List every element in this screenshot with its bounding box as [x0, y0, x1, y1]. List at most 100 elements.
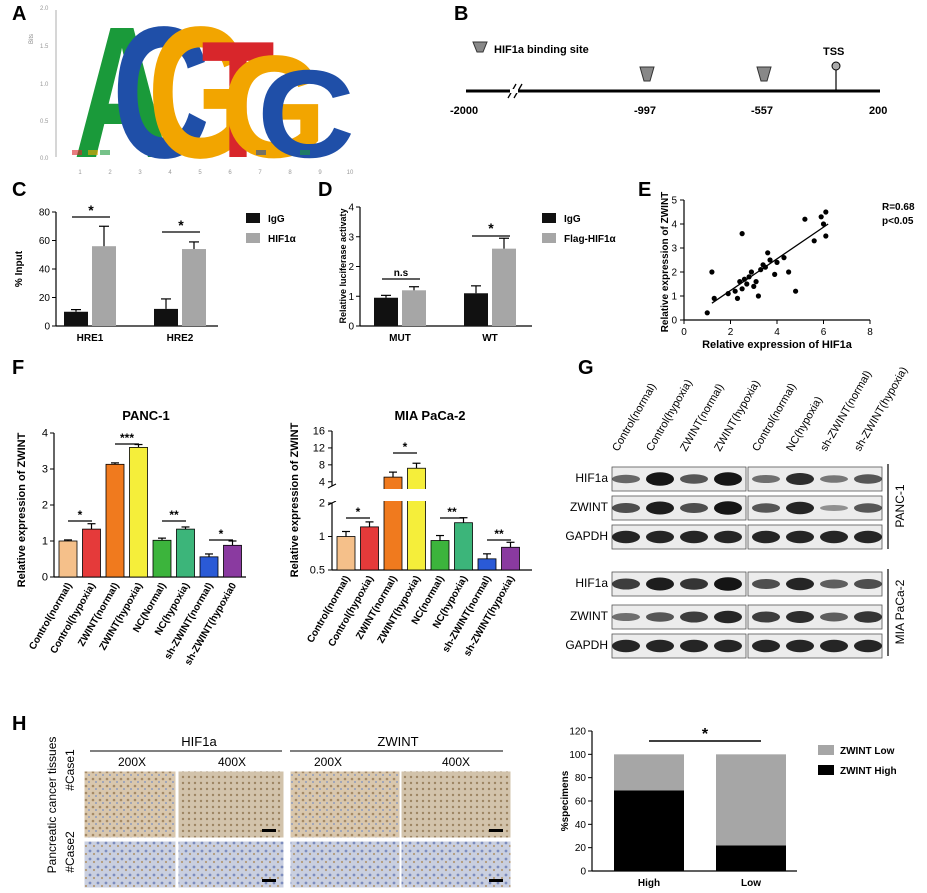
wb-band	[612, 639, 640, 653]
wb-band	[786, 577, 814, 591]
e-point	[744, 281, 750, 287]
wb-band	[680, 530, 708, 544]
e-x-tick-label: 8	[867, 327, 873, 338]
pos-label: 200	[869, 105, 887, 117]
e-y-tick-label: 0	[671, 316, 677, 327]
e-point	[748, 269, 755, 275]
f1-y-tick-label: 2	[42, 500, 48, 512]
ihc-images: HIF1a ZWINT 200X 400X 200X 400X Pancreatic can…	[45, 734, 512, 889]
f2-title: MIA PaCa-2	[394, 408, 465, 423]
wb-band	[680, 611, 708, 623]
h-legend-label: ZWINT High	[840, 766, 897, 777]
h-y-tick-label: 40	[575, 820, 587, 831]
wb-row-label: ZWINT	[570, 609, 609, 623]
ihc-scale-bar	[262, 879, 276, 882]
wb-band	[854, 611, 882, 623]
e-point	[732, 288, 738, 294]
f2-sig-label: **	[494, 527, 504, 541]
d-x-label: MUT	[389, 333, 411, 344]
e-point	[755, 293, 762, 299]
wb-band	[646, 577, 674, 591]
c-y-tick-label: 20	[39, 293, 51, 304]
e-annotation: R=0.68	[882, 202, 915, 213]
panel-label-c: C	[12, 179, 26, 201]
ihc-mag-label: 200X	[118, 755, 146, 769]
wb-band	[820, 530, 848, 544]
e-point	[767, 257, 773, 263]
tss-marker	[831, 61, 841, 71]
wb-band	[680, 503, 708, 513]
promoter-diagram: HIF1a binding site TSS -2000 -997 -557 2…	[450, 41, 887, 117]
c-legend-label: IgG	[268, 214, 285, 225]
e-x-tick-label: 4	[774, 327, 780, 338]
e-x-tick-label: 6	[821, 327, 827, 338]
f1-bar	[223, 544, 242, 578]
e-point	[781, 255, 787, 261]
c-y-tick-label: 0	[44, 322, 50, 333]
motif-xtick: 10	[347, 170, 354, 176]
h-y-tick-label: 120	[569, 727, 586, 738]
motif-minor-mark	[100, 150, 110, 155]
panel-label-a: A	[12, 3, 26, 25]
panel-label-b: B	[454, 3, 468, 25]
wb-band	[680, 578, 708, 590]
chart-e: 0 1 2 3 4 5 0 2 4 6 8 Relative expression of HIF1a R…	[660, 192, 915, 351]
e-point	[811, 238, 817, 244]
h-y-tick-label: 0	[580, 867, 586, 878]
d-sig-label: n.s	[394, 268, 409, 279]
d-sig-label: *	[488, 220, 494, 236]
h-y-label: %specimens	[560, 770, 571, 831]
e-point	[765, 250, 771, 256]
chart-f-mia: 16 12 8 4 2 1 0.5 MIA PaCa-2 Relative expression…	[289, 408, 534, 658]
motif-xtick: 5	[198, 170, 202, 176]
c-x-label: HRE2	[167, 333, 194, 344]
c-bar	[182, 249, 206, 326]
e-point	[709, 269, 715, 275]
f1-y-tick-label: 4	[42, 428, 48, 440]
f1-bar	[82, 528, 101, 578]
pos-label: -997	[634, 105, 656, 117]
wb-band	[714, 610, 742, 624]
f1-bar	[152, 539, 172, 578]
e-point	[711, 295, 717, 301]
f1-bar	[199, 556, 219, 578]
d-y-tick-label: 3	[348, 232, 354, 243]
c-legend-label: HIF1α	[268, 234, 297, 245]
ihc-mag-label: 400X	[442, 755, 470, 769]
motif-minor-mark	[300, 150, 310, 155]
wb-band	[646, 472, 674, 486]
f2-y-label: Relative expression of ZWINT	[289, 422, 301, 577]
wb-row-label: GAPDH	[565, 529, 608, 543]
f2-axis-break	[327, 483, 337, 489]
f1-bar	[176, 528, 195, 578]
wb-band	[714, 639, 742, 653]
h-y-tick-label: 100	[569, 750, 586, 761]
e-point	[753, 279, 759, 285]
e-point	[704, 310, 710, 316]
h-bar-high	[614, 790, 684, 871]
wb-row-label: GAPDH	[565, 638, 608, 652]
e-point	[739, 231, 745, 237]
f2-bar	[430, 540, 450, 571]
h-y-tick-label: 80	[575, 773, 587, 784]
f2-bar	[407, 467, 426, 571]
wb-band	[854, 474, 882, 484]
d-legend-swatch	[542, 233, 556, 243]
wb-band	[714, 501, 742, 515]
d-y-label: Relative luciferase activaty	[338, 208, 348, 323]
wb-band	[752, 639, 780, 653]
wb-band	[714, 577, 742, 591]
wb-band	[854, 639, 882, 653]
motif-minor-mark	[72, 150, 82, 155]
wb-band	[752, 475, 780, 483]
ihc-col-label: HIF1a	[181, 734, 217, 749]
f1-sig-label: **	[169, 508, 179, 522]
motif-ytick-4: 0.0	[40, 156, 49, 162]
h-x-label: High	[638, 878, 660, 889]
c-bar	[64, 311, 88, 326]
chart-h: 0 20 40 60 80 100 120 %specimens High Low * ZWINT L…	[560, 726, 897, 889]
e-point	[772, 271, 778, 277]
ihc-mag-label: 200X	[314, 755, 342, 769]
